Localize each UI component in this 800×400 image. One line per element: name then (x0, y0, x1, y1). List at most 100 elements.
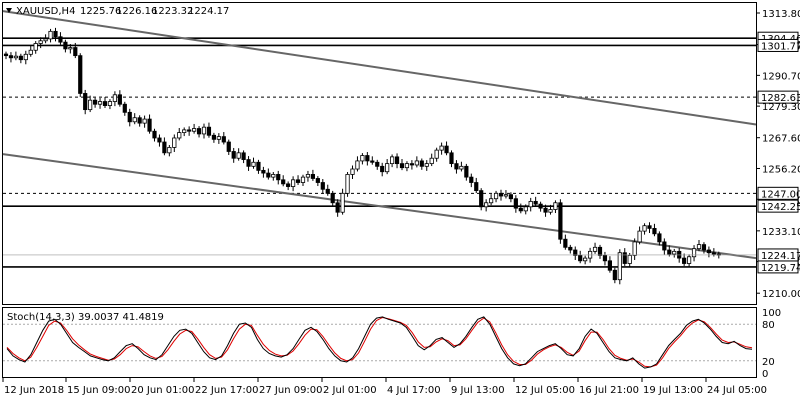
ohlc-open: 1225.76 (80, 6, 121, 17)
candle-body (459, 165, 464, 170)
candle-body (687, 256, 692, 264)
level-label: 1242.25 (757, 199, 800, 213)
candle-body (488, 198, 494, 204)
candle-body (310, 174, 316, 179)
stoch-y-tick-label: 0 (762, 369, 768, 380)
candle-body (647, 225, 652, 229)
candle-body (206, 126, 212, 136)
candle-body (211, 134, 216, 140)
candle-body (182, 129, 187, 133)
candle-body (553, 202, 558, 210)
candle-body (602, 255, 608, 262)
trendline[interactable] (2, 10, 757, 126)
candle-body (132, 117, 137, 123)
candle-body (449, 152, 454, 165)
candle-body (152, 130, 157, 139)
y-tick-label: 1233.10 (762, 227, 800, 238)
candle-body (172, 137, 177, 148)
candle-body (43, 38, 48, 42)
candle-body (231, 151, 236, 159)
candle-body (439, 145, 444, 151)
candle-body (424, 163, 429, 167)
candle-body (419, 160, 424, 167)
candle-body (286, 183, 291, 187)
candle-body (558, 202, 563, 240)
x-tick-label: 22 Jun 17:00 (195, 385, 259, 396)
level-label-text: 1242.25 (761, 202, 800, 213)
candle-body (48, 30, 53, 40)
candle-body (256, 161, 261, 171)
stoch-y-tick-label: 80 (762, 320, 775, 331)
candle-body (266, 172, 271, 178)
candle-body (221, 136, 226, 143)
candle-body (464, 165, 469, 178)
candle-body (568, 246, 573, 251)
candle-body (414, 160, 419, 166)
candle-body (305, 174, 311, 178)
candle-body (261, 169, 266, 174)
candle-body (404, 163, 410, 169)
candle-body (513, 198, 518, 209)
candle-body (380, 165, 385, 173)
trendline[interactable] (2, 153, 757, 260)
candle-body (409, 163, 415, 166)
candle-body (325, 188, 330, 194)
level-label-text: 1301.77 (761, 41, 800, 52)
candle-body (706, 249, 712, 254)
candle-body (607, 260, 613, 271)
candle-body (578, 255, 583, 262)
level-label: 1282.63 (757, 90, 800, 104)
y-tick-label: 1279.30 (762, 102, 800, 113)
candle-body (295, 179, 301, 183)
candle-body (652, 228, 657, 235)
stoch-y-tick-label: 20 (762, 357, 775, 368)
candle-body (335, 202, 340, 213)
candle-body (107, 101, 113, 106)
candle-body (83, 93, 88, 111)
candle-body (147, 118, 152, 132)
candle-body (73, 47, 78, 57)
candle-body (622, 252, 627, 264)
candle-body (592, 246, 598, 252)
candle-body (479, 190, 484, 208)
level-label: 1219.74 (757, 260, 800, 274)
current-price-box (757, 248, 799, 262)
x-tick-label: 16 Jul 21:00 (579, 385, 639, 396)
y-tick-label: 1267.60 (762, 134, 800, 145)
candle-body (97, 101, 103, 105)
candle-body (112, 94, 117, 102)
x-tick-label: 19 Jul 13:00 (643, 385, 703, 396)
candle-body (290, 179, 296, 187)
candle-body (18, 55, 23, 61)
candle-body (370, 160, 375, 163)
candle-body (246, 159, 251, 167)
candle-body (162, 141, 167, 154)
candle-body (117, 94, 122, 105)
x-tick-label: 12 Jul 05:00 (515, 385, 575, 396)
candle-body (8, 55, 14, 59)
level-label-box (757, 199, 799, 213)
candle-body (63, 41, 68, 50)
candle-body (518, 207, 523, 212)
chart-title: XAUUSD,H4 (16, 6, 75, 17)
level-label-text: 1282.63 (761, 93, 800, 104)
candle-body (187, 129, 192, 132)
candle-body (667, 249, 672, 255)
candle-body (474, 182, 479, 192)
x-tick-label: 4 Jul 17:00 (387, 385, 441, 396)
candle-body (127, 111, 132, 123)
candle-body (58, 36, 63, 43)
candle-body (226, 141, 231, 152)
candle-body (538, 203, 543, 209)
candle-body (300, 176, 306, 183)
candle-body (612, 269, 617, 281)
candle-body (122, 103, 127, 113)
candle-body (627, 255, 632, 264)
candle-body (508, 194, 514, 200)
level-label-box (757, 186, 799, 200)
candle-body (444, 145, 449, 154)
candle-body (53, 30, 58, 38)
candle-body (355, 160, 360, 170)
x-tick-label: 15 Jun 09:00 (67, 385, 131, 396)
